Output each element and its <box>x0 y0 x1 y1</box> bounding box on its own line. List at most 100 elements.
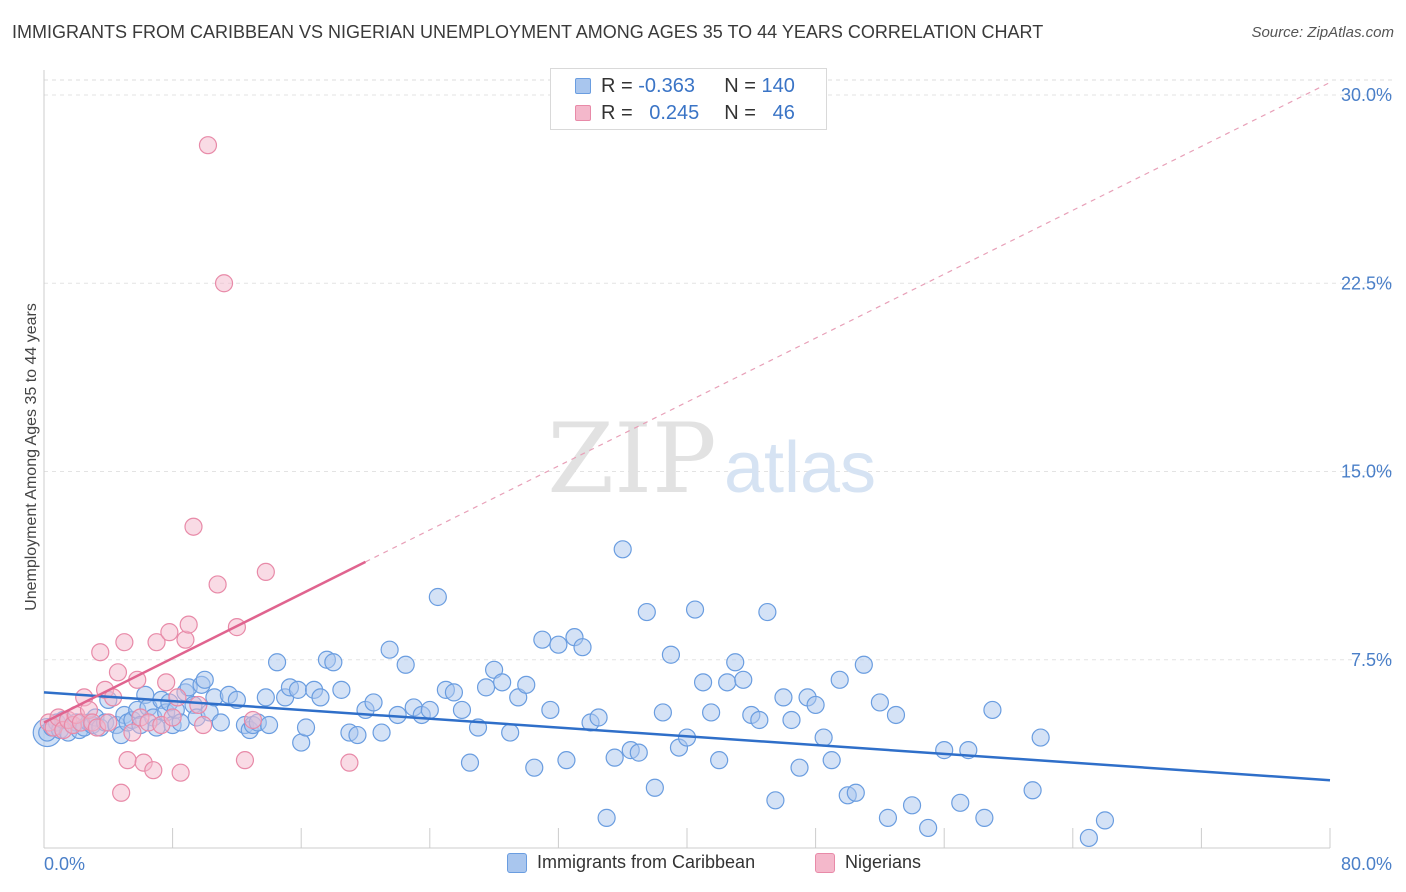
legend-box: R = -0.363 N = 140 R = 0.245 N = 46 <box>550 68 827 130</box>
legend-n-label: N = <box>724 74 756 97</box>
point-nigerians <box>108 663 128 682</box>
point-caribbean <box>854 655 873 674</box>
legend-n-label: N = <box>724 101 756 124</box>
point-caribbean <box>267 653 287 672</box>
legend-r-label: R = <box>601 74 633 97</box>
point-caribbean <box>653 703 672 722</box>
y-tick-label: 30.0% <box>1341 85 1392 105</box>
point-caribbean <box>296 718 316 737</box>
legend-r-value: 0.245 <box>649 101 700 124</box>
point-caribbean <box>557 751 576 770</box>
point-caribbean <box>1079 828 1098 848</box>
point-nigerians <box>123 723 142 742</box>
point-caribbean <box>396 655 415 674</box>
point-caribbean <box>372 723 391 742</box>
point-nigerians <box>144 761 163 780</box>
point-caribbean <box>975 808 994 827</box>
point-nigerians <box>243 710 263 730</box>
point-nigerians <box>112 783 131 802</box>
point-nigerians <box>198 136 218 155</box>
watermark-zip: ZIP <box>547 403 716 515</box>
y-tick-label: 22.5% <box>1341 273 1392 293</box>
point-caribbean <box>420 700 439 720</box>
point-caribbean <box>774 688 793 707</box>
point-nigerians <box>115 633 134 652</box>
point-caribbean <box>517 675 536 694</box>
point-caribbean <box>693 673 713 692</box>
point-nigerians <box>118 751 137 770</box>
data-points <box>32 136 1115 848</box>
trend-lines <box>43 81 1331 782</box>
bottom-legend-swatch-nigerians <box>815 852 835 873</box>
point-nigerians <box>256 562 275 582</box>
point-caribbean <box>951 793 970 812</box>
point-caribbean <box>822 751 841 770</box>
point-caribbean <box>886 705 906 725</box>
point-caribbean <box>1023 781 1042 800</box>
point-caribbean <box>311 688 330 707</box>
point-caribbean <box>288 680 308 699</box>
point-nigerians <box>163 708 182 727</box>
watermark: ZIP atlas <box>547 403 876 515</box>
point-caribbean <box>324 653 343 672</box>
point-caribbean <box>782 710 801 730</box>
point-caribbean <box>549 635 568 654</box>
point-caribbean <box>493 673 512 692</box>
point-caribbean <box>605 748 624 767</box>
point-caribbean <box>718 673 737 692</box>
bottom-legend-caribbean: Immigrants from Caribbean <box>507 852 755 873</box>
point-caribbean <box>878 808 898 827</box>
point-caribbean <box>919 818 938 838</box>
point-nigerians <box>171 763 190 782</box>
point-caribbean <box>790 758 809 777</box>
legend-r-value: -0.363 <box>638 74 695 97</box>
point-nigerians <box>91 643 110 662</box>
point-caribbean <box>766 791 785 810</box>
legend-swatch-nigerians <box>575 105 591 121</box>
point-nigerians <box>147 633 166 652</box>
point-caribbean <box>1095 811 1115 830</box>
point-nigerians <box>179 615 198 634</box>
point-caribbean <box>501 723 520 742</box>
point-caribbean <box>613 540 632 559</box>
point-nigerians <box>208 575 227 594</box>
point-nigerians <box>184 517 203 536</box>
bottom-legend-nigerians: Nigerians <box>815 852 921 873</box>
point-nigerians <box>160 623 179 642</box>
point-caribbean <box>211 713 230 732</box>
point-nigerians <box>157 673 176 692</box>
point-caribbean <box>460 753 480 772</box>
point-caribbean <box>935 741 954 760</box>
legend-swatch-caribbean <box>575 78 591 94</box>
bottom-legend-swatch-caribbean <box>507 852 527 873</box>
point-caribbean <box>734 670 753 689</box>
point-caribbean <box>710 751 729 770</box>
point-caribbean <box>589 708 608 727</box>
x-tick-label-min: 0.0% <box>44 854 85 874</box>
x-tick-label-max: 80.0% <box>1341 854 1392 874</box>
point-nigerians <box>176 630 195 649</box>
point-caribbean <box>661 645 681 664</box>
point-nigerians <box>168 688 187 707</box>
point-caribbean <box>629 743 648 762</box>
point-nigerians <box>340 753 359 772</box>
legend-r-label: R = <box>601 101 633 124</box>
legend-row-caribbean: R = -0.363 N = 140 <box>575 75 795 97</box>
tick-labels: 7.5% 15.0% 22.5% 30.0% 0.0% 80.0% <box>44 85 1392 874</box>
point-caribbean <box>597 808 616 827</box>
point-caribbean <box>1031 728 1050 747</box>
point-caribbean <box>332 680 351 699</box>
point-caribbean <box>259 715 279 735</box>
point-caribbean <box>364 693 383 712</box>
point-caribbean <box>726 653 745 672</box>
bottom-legend-label-caribbean: Immigrants from Caribbean <box>537 852 756 872</box>
point-caribbean <box>292 733 311 752</box>
trend-line-nigerians <box>43 560 367 724</box>
point-caribbean <box>645 778 664 797</box>
point-caribbean <box>380 640 399 659</box>
point-nigerians <box>194 715 213 735</box>
point-caribbean <box>525 758 544 777</box>
point-caribbean <box>573 638 592 657</box>
point-caribbean <box>637 602 656 622</box>
